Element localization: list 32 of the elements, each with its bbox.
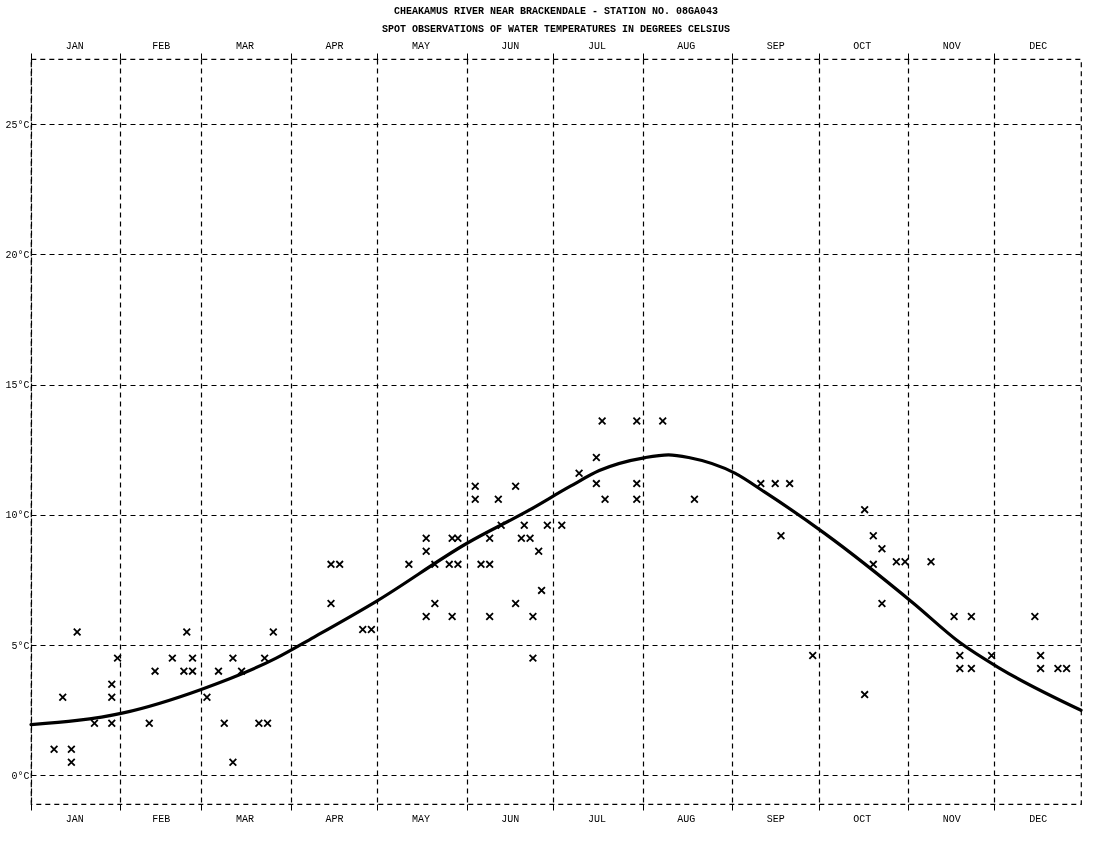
x2-tick-label: DEC xyxy=(1029,813,1048,825)
x-tick-label: MAR xyxy=(235,40,254,52)
x2-tick-label: AUG xyxy=(677,813,696,825)
x-tick-label: MAY xyxy=(411,40,430,52)
x2-tick-label: APR xyxy=(325,813,344,825)
y-tick-label: 25°C xyxy=(5,119,30,131)
x2-tick-label: JUN xyxy=(501,813,520,825)
x2-tick-label: NOV xyxy=(942,813,961,825)
x2-tick-label: SEP xyxy=(766,813,785,825)
x2-tick-label: MAY xyxy=(411,813,430,825)
chart-title: CHEAKAMUS RIVER NEAR BRACKENDALE - STATION NO. 08GA043 xyxy=(393,6,719,17)
x-tick-label: AUG xyxy=(677,40,696,52)
x-tick-label: JUN xyxy=(501,40,520,52)
y-tick-label: 20°C xyxy=(5,249,30,261)
chart-subtitle: SPOT OBSERVATIONS OF WATER TEMPERATURES IN DEGREES CELSIUS xyxy=(381,24,731,35)
x-tick-label: OCT xyxy=(853,40,872,52)
x2-tick-label: FEB xyxy=(152,813,171,825)
x-tick-label: SEP xyxy=(766,40,785,52)
y-tick-label: 5°C xyxy=(11,640,30,652)
x2-tick-label: JUL xyxy=(587,813,606,825)
y-tick-label: 0°C xyxy=(11,770,30,782)
x2-tick-label: OCT xyxy=(853,813,872,825)
x-tick-label: DEC xyxy=(1029,40,1048,52)
x2-tick-label: MAR xyxy=(235,813,254,825)
x-tick-label: NOV xyxy=(942,40,961,52)
y-tick-label: 15°C xyxy=(5,380,30,392)
x-tick-label: FEB xyxy=(152,40,171,52)
x-tick-label: APR xyxy=(325,40,344,52)
x2-tick-label: JAN xyxy=(65,813,84,825)
x-tick-label: JAN xyxy=(65,40,84,52)
x-tick-label: JUL xyxy=(587,40,606,52)
y-tick-label: 10°C xyxy=(5,510,30,522)
